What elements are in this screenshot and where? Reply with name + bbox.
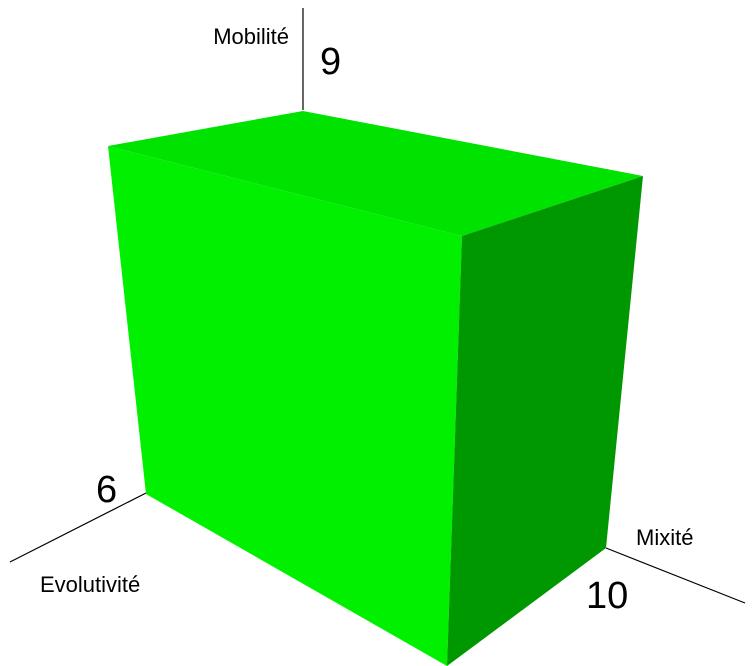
right-axis-label: Mixité <box>636 525 693 550</box>
right-axis-line <box>605 547 746 604</box>
vertical-axis-label: Mobilité <box>213 24 289 49</box>
right-axis-value: 10 <box>586 575 628 617</box>
vertical-axis-value: 9 <box>320 41 341 83</box>
left-axis-value: 6 <box>96 469 117 511</box>
cube-side-face <box>447 176 643 666</box>
cube-top-face <box>108 111 643 236</box>
left-axis-line <box>9 492 147 563</box>
cube-front-face <box>108 146 462 666</box>
left-axis-label: Evolutivité <box>40 572 140 597</box>
